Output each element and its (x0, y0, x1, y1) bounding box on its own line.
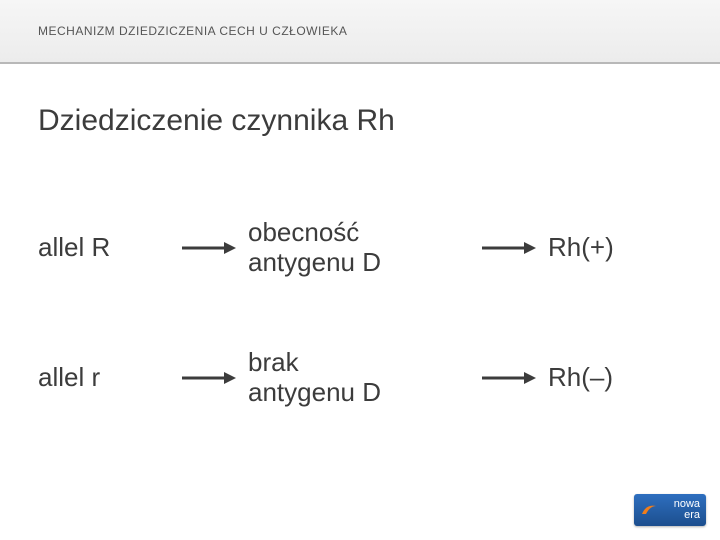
logo-line2: era (684, 509, 700, 521)
row-allel-r: allel r brakantygenu D Rh(–) (38, 348, 682, 408)
row-allel-R: allel R obecnośćantygenu D Rh(+) (38, 218, 682, 278)
arrow-icon (468, 371, 548, 385)
logo-swoosh-icon (640, 500, 658, 518)
publisher-logo: nowa era (634, 494, 706, 526)
row2-left: allel r (38, 363, 168, 393)
logo-text: nowa era (674, 499, 700, 521)
arrow-icon (168, 371, 248, 385)
row2-right: Rh(–) (548, 363, 668, 393)
row1-left: allel R (38, 233, 168, 263)
header-band: MECHANIZM DZIEDZICZENIA CECH U CZŁOWIEKA (0, 0, 720, 64)
row1-right: Rh(+) (548, 233, 668, 263)
page-title: Dziedziczenie czynnika Rh (38, 104, 720, 138)
row2-middle: brakantygenu D (248, 348, 468, 408)
content-area: allel R obecnośćantygenu D Rh(+) allel r… (0, 218, 720, 408)
arrow-icon (168, 241, 248, 255)
row1-middle: obecnośćantygenu D (248, 218, 468, 278)
arrow-icon (468, 241, 548, 255)
header-text: MECHANIZM DZIEDZICZENIA CECH U CZŁOWIEKA (38, 24, 347, 38)
